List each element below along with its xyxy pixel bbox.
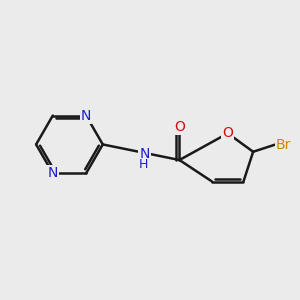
Text: N: N <box>139 147 150 161</box>
Text: O: O <box>174 120 185 134</box>
Text: N: N <box>81 109 91 123</box>
Text: Br: Br <box>276 137 291 152</box>
Text: O: O <box>222 126 233 140</box>
Text: H: H <box>139 158 148 171</box>
Text: N: N <box>48 166 58 180</box>
